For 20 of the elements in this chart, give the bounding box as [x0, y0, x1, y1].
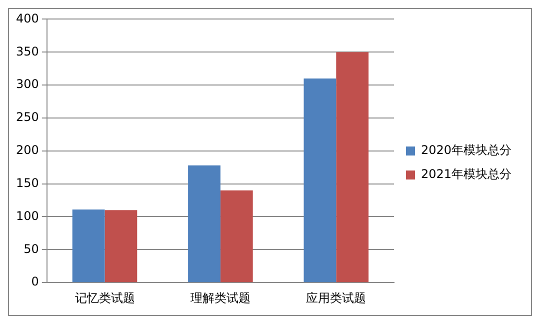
- y-tick-label: 0: [31, 274, 39, 289]
- legend-label: 2020年模块总分: [421, 143, 512, 158]
- x-tick-label: 记忆类试题: [74, 290, 135, 305]
- y-tick-label: 50: [24, 242, 39, 256]
- legend-label: 2021年模块总分: [421, 167, 512, 182]
- x-tick-label: 理解类试题: [190, 290, 250, 305]
- y-tick-label: 400: [16, 11, 39, 26]
- y-tick-label: 350: [16, 44, 39, 58]
- bar: [304, 78, 336, 282]
- bar: [220, 190, 253, 282]
- bar: [336, 52, 369, 282]
- bar: [104, 210, 138, 282]
- bar: [72, 210, 105, 282]
- y-tick-label: 150: [16, 176, 39, 190]
- bar: [188, 165, 220, 282]
- x-tick-label: 应用类试题: [306, 290, 366, 305]
- y-tick-label: 250: [16, 110, 39, 124]
- y-tick-label: 200: [16, 143, 39, 158]
- y-tick-label: 100: [16, 208, 39, 223]
- y-tick-label: 300: [16, 77, 39, 92]
